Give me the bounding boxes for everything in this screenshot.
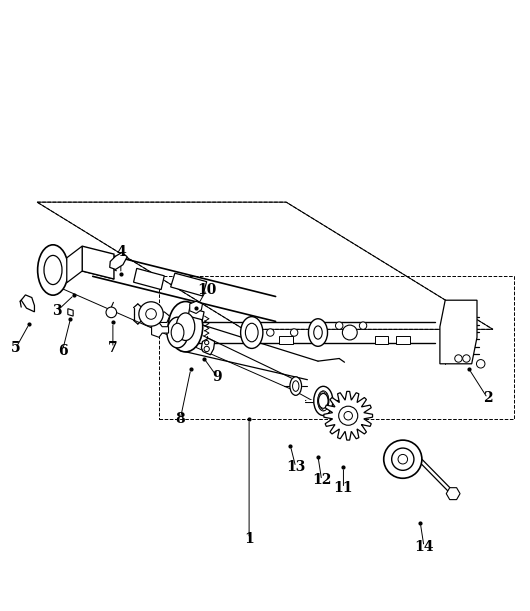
- Circle shape: [476, 359, 485, 368]
- Circle shape: [267, 329, 274, 336]
- Ellipse shape: [317, 393, 326, 409]
- Text: 13: 13: [286, 460, 305, 474]
- Polygon shape: [110, 252, 127, 269]
- Ellipse shape: [320, 392, 329, 408]
- Polygon shape: [446, 488, 460, 500]
- Ellipse shape: [392, 448, 414, 470]
- Polygon shape: [154, 312, 170, 323]
- Ellipse shape: [318, 395, 326, 411]
- Circle shape: [290, 329, 298, 336]
- Text: 9: 9: [213, 370, 222, 384]
- Ellipse shape: [319, 393, 328, 408]
- Circle shape: [344, 411, 352, 420]
- Text: 5: 5: [11, 341, 21, 355]
- Polygon shape: [279, 335, 293, 344]
- Circle shape: [139, 302, 163, 326]
- Polygon shape: [396, 335, 410, 344]
- Text: 6: 6: [58, 343, 67, 357]
- Polygon shape: [21, 295, 34, 312]
- Text: 8: 8: [175, 412, 185, 426]
- Polygon shape: [68, 309, 73, 316]
- Ellipse shape: [321, 393, 329, 409]
- Polygon shape: [171, 273, 207, 296]
- Text: 14: 14: [414, 540, 434, 554]
- Polygon shape: [82, 246, 114, 279]
- Ellipse shape: [318, 392, 326, 408]
- Polygon shape: [67, 246, 82, 283]
- Text: 7: 7: [108, 341, 118, 355]
- Polygon shape: [375, 335, 388, 344]
- Ellipse shape: [314, 386, 333, 415]
- Polygon shape: [152, 323, 169, 337]
- Ellipse shape: [342, 325, 357, 340]
- Text: 4: 4: [116, 246, 126, 260]
- Ellipse shape: [290, 377, 302, 395]
- Ellipse shape: [293, 381, 299, 392]
- Text: 3: 3: [52, 304, 62, 318]
- Ellipse shape: [245, 323, 258, 342]
- Text: 11: 11: [334, 481, 353, 496]
- Circle shape: [204, 346, 209, 351]
- Ellipse shape: [38, 245, 68, 295]
- Text: 2: 2: [483, 391, 492, 405]
- Ellipse shape: [168, 301, 202, 352]
- Circle shape: [463, 355, 470, 362]
- Ellipse shape: [44, 255, 62, 285]
- Polygon shape: [134, 268, 164, 290]
- Text: 10: 10: [197, 283, 216, 296]
- Text: 1: 1: [244, 532, 254, 546]
- Polygon shape: [440, 300, 477, 364]
- Ellipse shape: [384, 440, 422, 478]
- Circle shape: [205, 340, 209, 345]
- Circle shape: [359, 322, 367, 329]
- Ellipse shape: [308, 319, 328, 346]
- Ellipse shape: [314, 326, 322, 339]
- Ellipse shape: [320, 395, 329, 411]
- Circle shape: [455, 355, 462, 362]
- Ellipse shape: [176, 313, 195, 340]
- Ellipse shape: [319, 390, 328, 407]
- Polygon shape: [324, 392, 373, 440]
- Ellipse shape: [167, 317, 188, 348]
- Circle shape: [146, 309, 156, 320]
- Polygon shape: [201, 338, 215, 355]
- Ellipse shape: [171, 323, 184, 342]
- Polygon shape: [190, 301, 202, 313]
- Circle shape: [335, 322, 343, 329]
- Circle shape: [106, 307, 117, 318]
- Circle shape: [339, 406, 358, 425]
- Ellipse shape: [319, 395, 328, 411]
- Polygon shape: [188, 307, 204, 320]
- Ellipse shape: [398, 455, 408, 464]
- Ellipse shape: [241, 316, 263, 348]
- Text: 12: 12: [312, 474, 331, 488]
